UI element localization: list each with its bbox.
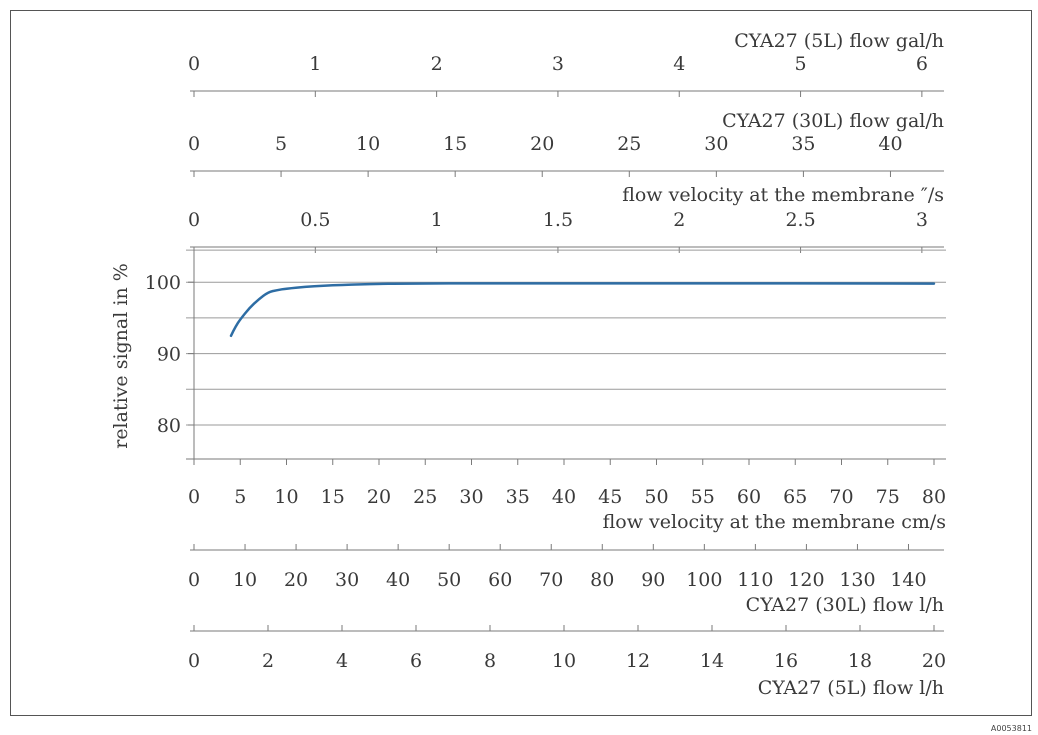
document-id: A0053811 [990,724,1032,733]
bottom-axis-1-axis-label: CYA27 (30L) flow l/h [746,594,944,616]
primary-x-tick-label: 80 [922,486,946,508]
primary-x-tick-label: 45 [598,486,622,508]
bottom-axis-2-tick-label: 0 [188,650,200,672]
top-axis-1-tick-label: 4 [673,53,685,75]
top-axis-3-axis-label: flow velocity at the membrane ″/s [622,184,944,206]
primary-x-tick-label: 0 [188,486,200,508]
bottom-axis-1-tick-label: 20 [284,569,308,591]
top-axis-2-tick-label: 30 [704,133,728,155]
top-axis-1-tick-label: 3 [552,53,564,75]
bottom-axis-2-tick-label: 10 [552,650,576,672]
bottom-axis-2-axis-label: CYA27 (5L) flow l/h [758,677,944,699]
top-axis-2-tick-label: 40 [878,133,902,155]
bottom-axis-2-tick-label: 4 [336,650,348,672]
top-axis-1-tick-label: 5 [795,53,807,75]
top-axis-1-axis-label: CYA27 (5L) flow gal/h [734,30,944,52]
top-axis-3-tick-label: 0 [188,209,200,231]
y-tick-label: 100 [145,272,181,294]
primary-x-tick-label: 15 [321,486,345,508]
primary-x-tick-label: 75 [876,486,900,508]
signal-curve-series-1 [229,282,936,338]
primary-x-tick-label: 50 [644,486,668,508]
y-tick-label: 90 [157,344,181,366]
primary-x-tick-label: 70 [829,486,853,508]
primary-x-tick-label: 60 [737,486,761,508]
top-axis-3-tick-label: 1 [431,209,443,231]
top-axis-1-tick-label: 6 [916,53,928,75]
bottom-axis-1-tick-label: 30 [335,569,359,591]
primary-x-tick-label: 30 [459,486,483,508]
bottom-axis-1-tick-label: 0 [188,569,200,591]
bottom-axis-2-tick-label: 8 [484,650,496,672]
bottom-axis-2-tick-label: 20 [922,650,946,672]
top-axis-2-tick-label: 35 [791,133,815,155]
y-axis-label: relative signal in % [110,263,132,449]
primary-x-tick-label: 35 [506,486,530,508]
top-axis-3-tick-label: 0.5 [300,209,330,231]
bottom-axis-1-tick-label: 120 [788,569,824,591]
chart-frame: 0 1 2 3 4 5 6 CYA27 (5L) flow gal/h 0 5 10 15 20 25 30… [10,10,1032,716]
top-axis-1-tick-label: 2 [431,53,443,75]
top-axis-2-tick-label: 20 [530,133,554,155]
bottom-axis-2-tick-label: 12 [626,650,650,672]
bottom-axis-2-tick-label: 18 [848,650,872,672]
primary-x-tick-label: 5 [234,486,246,508]
y-tick-label: 80 [157,415,181,437]
bottom-axis-2-tick-label: 6 [410,650,422,672]
primary-x-tick-label: 10 [274,486,298,508]
top-axis-1-tick-label: 1 [309,53,321,75]
primary-x-tick-label: 55 [691,486,715,508]
bottom-axis-2-tick-label: 14 [700,650,724,672]
primary-x-tick-label: 40 [552,486,576,508]
primary-x-axis-label: flow velocity at the membrane cm/s [603,511,946,533]
top-axis-3-tick-label: 1.5 [543,209,573,231]
top-axis-2-tick-label: 25 [617,133,641,155]
bottom-axis-1-tick-label: 90 [641,569,665,591]
bottom-axis-1-tick-label: 40 [386,569,410,591]
top-axis-2-axis-label: CYA27 (30L) flow gal/h [722,110,944,132]
bottom-axis-1-tick-label: 140 [890,569,926,591]
bottom-axis-2-tick-label: 16 [774,650,798,672]
bottom-axis-1-tick-label: 80 [590,569,614,591]
top-axis-2-tick-label: 0 [188,133,200,155]
primary-x-tick-label: 25 [413,486,437,508]
bottom-axis-1-tick-label: 110 [737,569,773,591]
bottom-axis-1-tick-label: 130 [839,569,875,591]
top-axis-2-tick-label: 15 [443,133,467,155]
top-axis-1-tick-label: 0 [188,53,200,75]
primary-x-tick-label: 65 [783,486,807,508]
bottom-axis-1-tick-label: 70 [539,569,563,591]
bottom-axis-1-tick-label: 10 [233,569,257,591]
top-axis-3-tick-label: 2.5 [785,209,815,231]
bottom-axis-1-tick-label: 100 [686,569,722,591]
bottom-axis-2-tick-label: 2 [262,650,274,672]
bottom-axis-1-tick-label: 50 [437,569,461,591]
bottom-axis-1-tick-label: 60 [488,569,512,591]
primary-x-tick-label: 20 [367,486,391,508]
top-axis-3-tick-label: 2 [673,209,685,231]
top-axis-3-tick-label: 3 [916,209,928,231]
top-axis-2-tick-label: 10 [356,133,380,155]
top-axis-2-tick-label: 5 [275,133,287,155]
